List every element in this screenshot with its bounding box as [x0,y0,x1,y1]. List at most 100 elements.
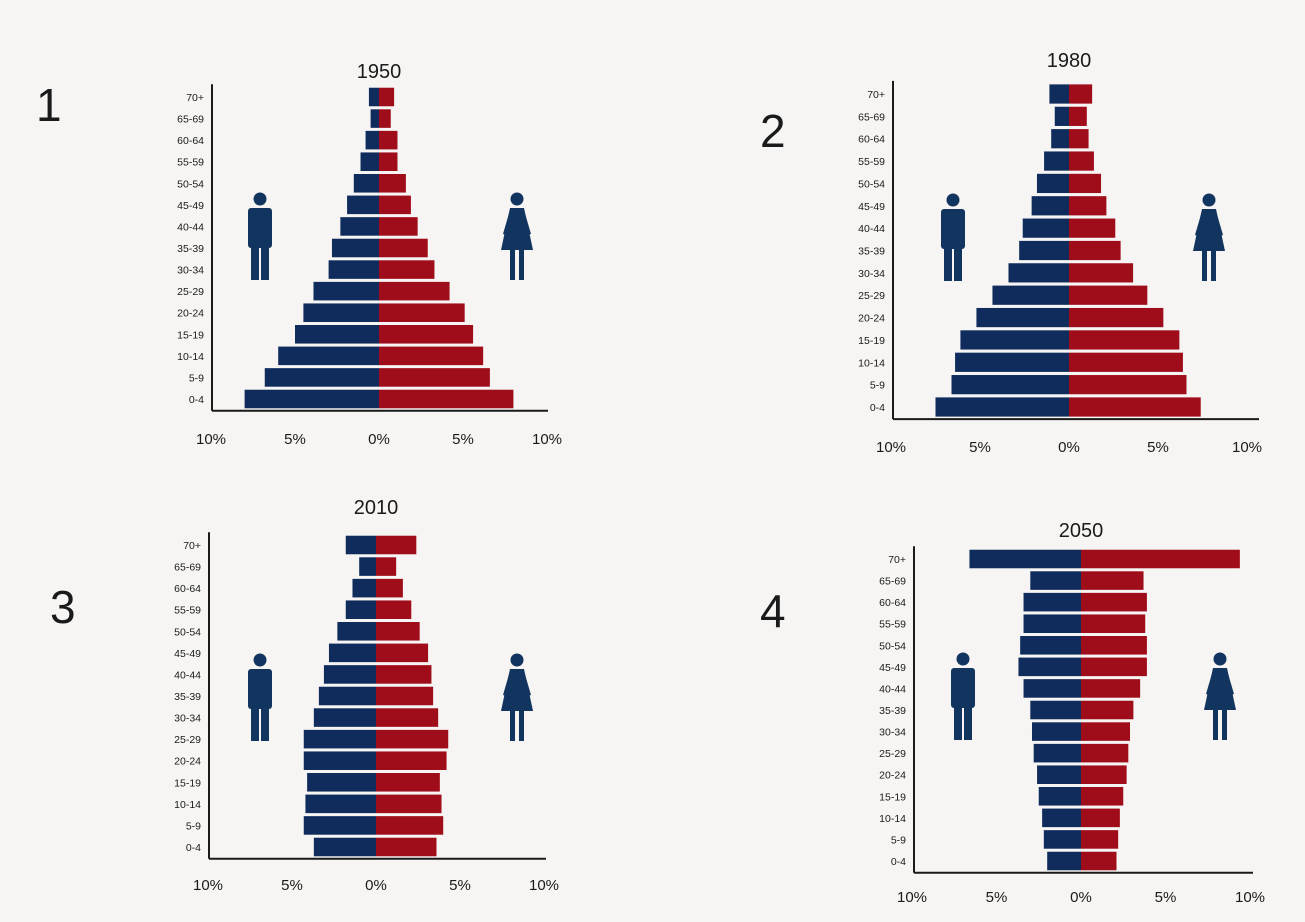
bar-left-65-69 [370,109,379,128]
x-tick-label: 10% [1235,889,1265,906]
bar-left-50-54 [353,174,379,193]
bar-right-40-44 [1081,679,1141,698]
woman-icon-arm-left [503,671,513,696]
woman-icon-head [1202,193,1216,207]
age-label: 5-9 [870,380,885,392]
woman-icon-leg-left [1213,710,1218,740]
woman-icon-arm-right [1224,670,1234,695]
bar-left-25-29 [303,729,376,749]
age-label: 15-19 [177,329,204,341]
age-label: 60-64 [858,134,885,146]
bar-right-55-59 [379,152,398,171]
bar-right-35-39 [379,238,428,258]
x-tick-label: 5% [449,877,471,894]
man-icon [248,192,272,280]
age-label: 50-54 [879,640,906,652]
chart-title: 2050 [1059,520,1104,542]
panel-number-2: 2 [760,105,786,157]
age-label: 65-69 [879,576,906,588]
bar-left-60-64 [365,130,379,150]
bar-right-30-34 [376,708,439,727]
bar-right-30-34 [1081,722,1131,741]
man-icon-head [253,192,267,206]
bar-right-20-24 [1069,307,1164,328]
age-label: 15-19 [858,335,885,347]
age-label: 0-4 [189,394,204,406]
bar-right-65-69 [1081,571,1144,590]
woman-icon-leg-right [519,711,524,741]
man-icon-leg-left [251,244,259,280]
bar-left-45-49 [1031,196,1069,216]
bar-right-5-9 [1081,830,1119,849]
bar-right-25-29 [379,281,450,301]
bar-right-25-29 [1069,285,1148,305]
bar-left-50-54 [337,622,376,641]
bar-left-25-29 [1033,743,1081,763]
bar-right-50-54 [1081,636,1147,655]
age-label: 65-69 [177,114,204,126]
woman-icon-arm-right [521,671,531,696]
age-label: 30-34 [174,713,201,725]
bar-left-15-19 [307,773,376,792]
age-label: 10-14 [858,357,885,369]
man-icon-torso [248,208,272,248]
bar-right-55-59 [1081,614,1146,633]
bar-right-65-69 [379,109,391,128]
age-label: 5-9 [186,820,201,832]
bar-right-15-19 [376,773,440,792]
x-tick-label: 5% [986,889,1008,906]
chart-title: 2010 [354,497,399,519]
bar-left-40-44 [1022,218,1069,238]
bar-left-70+ [345,535,376,555]
age-label: 10-14 [879,813,906,825]
bar-left-30-34 [1031,722,1081,741]
woman-icon-arm-left [1195,211,1205,236]
age-label: 45-49 [858,201,885,213]
woman-icon [1193,193,1225,281]
x-tick-label: 10% [196,431,226,448]
bar-right-70+ [1069,84,1093,104]
bar-left-40-44 [340,217,379,236]
man-icon-leg-right [261,705,269,741]
bar-left-60-64 [1051,129,1069,149]
bar-left-5-9 [264,368,379,387]
bar-right-70+ [376,535,417,555]
bar-right-25-29 [1081,743,1129,763]
bar-left-0-4 [1047,851,1081,871]
bar-left-15-19 [295,325,379,344]
bar-left-35-39 [318,686,376,706]
age-label: 15-19 [174,777,201,789]
man-icon [951,652,975,740]
x-tick-label: 0% [1058,439,1080,456]
bar-left-65-69 [1054,106,1069,126]
panel-number-4: 4 [760,585,786,637]
bar-right-15-19 [379,325,474,344]
age-label: 25-29 [879,748,906,760]
bar-left-10-14 [305,794,376,814]
age-label: 5-9 [189,372,204,384]
bar-left-5-9 [951,375,1069,395]
bar-left-40-44 [323,665,376,684]
bar-left-60-64 [352,578,376,598]
age-label: 0-4 [870,402,885,414]
bar-left-55-59 [360,152,379,171]
bar-left-20-24 [976,307,1069,328]
woman-icon-leg-right [1211,251,1216,281]
x-tick-label: 5% [452,431,474,448]
bar-right-20-24 [376,751,447,770]
age-label: 45-49 [174,648,201,660]
age-label: 20-24 [174,756,201,768]
bar-left-10-14 [278,346,379,366]
bar-right-20-24 [1081,765,1127,784]
man-icon-torso [951,668,975,708]
age-label: 50-54 [177,178,204,190]
man-icon [941,193,965,281]
bar-right-0-4 [1081,851,1117,871]
bar-left-35-39 [1030,700,1081,720]
age-label: 50-54 [174,626,201,638]
bar-right-35-39 [1081,700,1134,720]
x-tick-label: 0% [365,877,387,894]
bar-left-50-54 [1036,173,1069,194]
